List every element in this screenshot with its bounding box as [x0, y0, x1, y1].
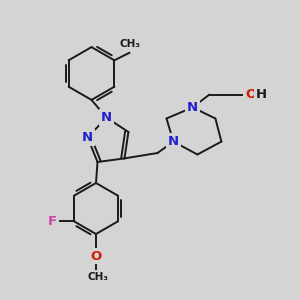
Text: N: N [101, 111, 112, 124]
Text: N: N [187, 101, 198, 114]
Text: N: N [82, 131, 93, 144]
Text: H: H [256, 88, 267, 101]
Text: O: O [90, 250, 102, 263]
Text: F: F [48, 215, 57, 228]
Text: CH₃: CH₃ [87, 272, 108, 282]
Text: N: N [168, 135, 179, 148]
Text: CH₃: CH₃ [119, 39, 140, 50]
Text: OH: OH [246, 88, 268, 101]
